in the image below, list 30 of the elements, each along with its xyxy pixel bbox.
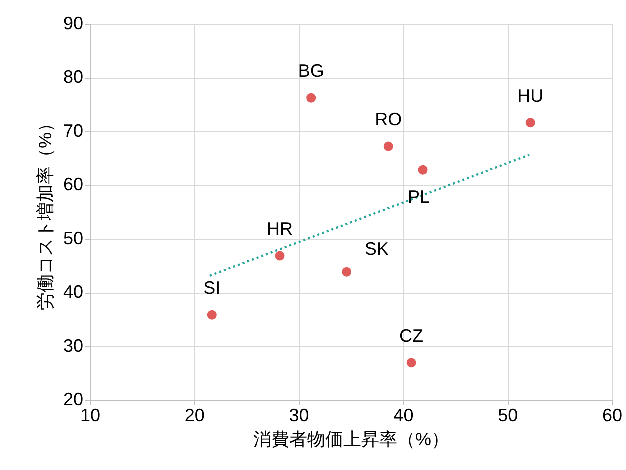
annotation: BG <box>298 61 324 82</box>
point <box>306 93 316 103</box>
point <box>418 165 428 175</box>
point <box>526 118 536 128</box>
y-tick-label: 50 <box>63 228 84 248</box>
y-tick-label: 30 <box>63 336 84 356</box>
y-axis-title: 労働コスト増加率（%） <box>35 114 56 311</box>
y-tick-label: 40 <box>63 282 84 302</box>
point <box>275 251 285 261</box>
annotation: RO <box>375 109 402 130</box>
y-tick-label: 90 <box>63 14 84 34</box>
x-tick-label: 60 <box>602 406 623 426</box>
point <box>406 358 416 368</box>
annotation: SI <box>204 278 221 298</box>
point <box>384 142 394 152</box>
y-tick-label: 80 <box>63 67 84 88</box>
annotation: HU <box>518 86 544 106</box>
x-tick-label: 20 <box>184 406 205 426</box>
annotation: PL <box>408 187 430 208</box>
y-tick-label: 70 <box>63 120 84 141</box>
point <box>207 310 217 320</box>
x-tick-label: 40 <box>394 406 414 426</box>
annotation: SK <box>364 239 389 260</box>
y-tick-label: 60 <box>63 174 84 195</box>
x-axis-title: 消費者物価上昇率（%） <box>253 430 450 450</box>
x-tick-label: 50 <box>498 406 518 426</box>
point <box>342 267 352 277</box>
annotation: CZ <box>400 326 424 346</box>
annotation: HR <box>267 219 294 240</box>
x-tick-label: 30 <box>289 406 310 426</box>
